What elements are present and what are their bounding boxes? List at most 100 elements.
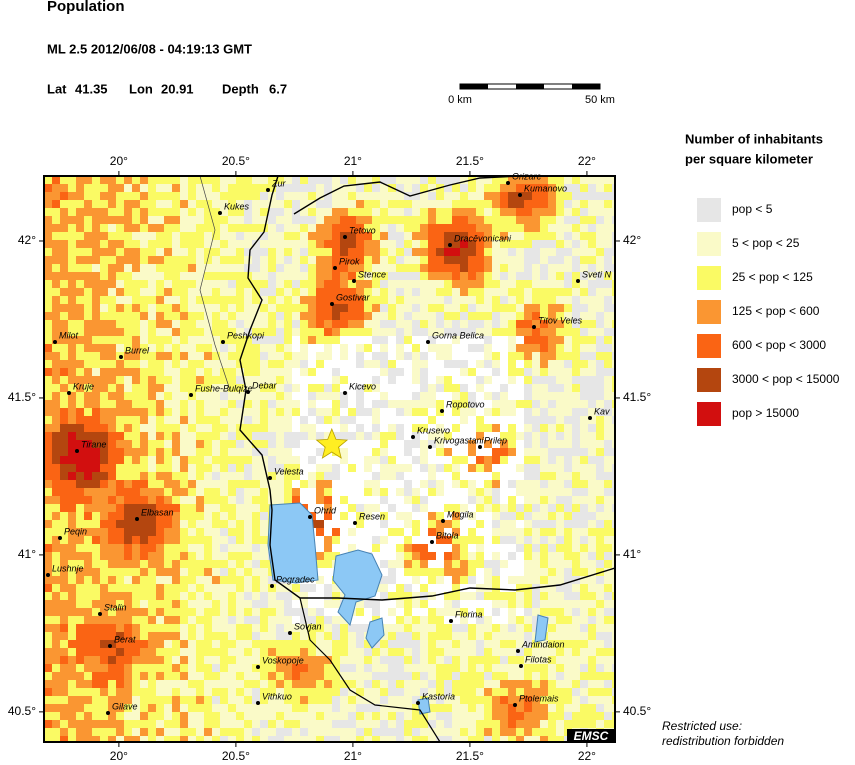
raster-cell	[148, 448, 156, 456]
raster-cell	[92, 360, 100, 368]
raster-cell	[580, 248, 588, 256]
raster-cell	[300, 208, 308, 216]
raster-cell	[612, 376, 615, 384]
raster-cell	[44, 440, 52, 448]
raster-cell	[276, 296, 284, 304]
raster-cell	[324, 616, 332, 624]
raster-cell	[556, 312, 564, 320]
raster-cell	[164, 376, 172, 384]
raster-cell	[172, 592, 180, 600]
raster-cell	[388, 624, 396, 632]
raster-cell	[364, 600, 372, 608]
raster-cell	[476, 376, 484, 384]
raster-cell	[508, 360, 516, 368]
raster-cell	[276, 608, 284, 616]
raster-cell	[180, 504, 188, 512]
raster-cell	[348, 464, 356, 472]
raster-cell	[604, 520, 612, 528]
raster-cell	[260, 312, 268, 320]
raster-cell	[172, 624, 180, 632]
raster-cell	[540, 280, 548, 288]
raster-cell	[68, 200, 76, 208]
raster-cell	[260, 400, 268, 408]
raster-cell	[212, 352, 220, 360]
raster-cell	[316, 688, 324, 696]
raster-cell	[484, 480, 492, 488]
raster-cell	[484, 344, 492, 352]
raster-cell	[236, 264, 244, 272]
raster-cell	[388, 216, 396, 224]
raster-cell	[484, 216, 492, 224]
raster-cell	[100, 344, 108, 352]
raster-cell	[364, 680, 372, 688]
raster-cell	[268, 656, 276, 664]
raster-cell	[92, 608, 100, 616]
raster-cell	[396, 184, 404, 192]
raster-cell	[452, 616, 460, 624]
raster-cell	[340, 288, 348, 296]
raster-cell	[140, 312, 148, 320]
raster-cell	[364, 384, 372, 392]
raster-cell	[548, 456, 556, 464]
raster-cell	[60, 536, 68, 544]
raster-cell	[204, 488, 212, 496]
raster-cell	[452, 488, 460, 496]
raster-cell	[524, 640, 532, 648]
raster-cell	[180, 496, 188, 504]
raster-cell	[332, 520, 340, 528]
raster-cell	[580, 240, 588, 248]
raster-cell	[476, 592, 484, 600]
raster-cell	[156, 632, 164, 640]
raster-cell	[596, 472, 604, 480]
raster-cell	[100, 248, 108, 256]
raster-cell	[356, 672, 364, 680]
raster-cell	[580, 200, 588, 208]
raster-cell	[244, 376, 252, 384]
raster-cell	[172, 680, 180, 688]
raster-cell	[348, 288, 356, 296]
raster-cell	[308, 504, 316, 512]
raster-cell	[540, 472, 548, 480]
raster-cell	[412, 312, 420, 320]
raster-cell	[468, 256, 476, 264]
raster-cell	[308, 432, 316, 440]
raster-cell	[148, 592, 156, 600]
raster-cell	[92, 296, 100, 304]
raster-cell	[500, 640, 508, 648]
raster-cell	[140, 536, 148, 544]
raster-cell	[388, 680, 396, 688]
raster-cell	[308, 352, 316, 360]
raster-cell	[452, 592, 460, 600]
raster-cell	[556, 336, 564, 344]
raster-cell	[172, 304, 180, 312]
raster-cell	[460, 192, 468, 200]
raster-cell	[612, 648, 615, 656]
raster-cell	[84, 632, 92, 640]
raster-cell	[100, 680, 108, 688]
raster-cell	[588, 552, 596, 560]
raster-cell	[252, 376, 260, 384]
raster-cell	[476, 272, 484, 280]
raster-cell	[236, 488, 244, 496]
raster-cell	[324, 712, 332, 720]
raster-cell	[316, 592, 324, 600]
raster-cell	[252, 568, 260, 576]
raster-cell	[316, 672, 324, 680]
raster-cell	[532, 272, 540, 280]
raster-cell	[308, 664, 316, 672]
raster-cell	[228, 400, 236, 408]
raster-cell	[524, 376, 532, 384]
raster-cell	[124, 488, 132, 496]
raster-cell	[316, 232, 324, 240]
raster-cell	[132, 352, 140, 360]
raster-cell	[484, 376, 492, 384]
raster-cell	[252, 296, 260, 304]
raster-cell	[588, 384, 596, 392]
raster-cell	[164, 584, 172, 592]
raster-cell	[508, 672, 516, 680]
raster-cell	[388, 448, 396, 456]
raster-cell	[524, 216, 532, 224]
raster-cell	[332, 488, 340, 496]
raster-cell	[412, 608, 420, 616]
raster-cell	[468, 640, 476, 648]
